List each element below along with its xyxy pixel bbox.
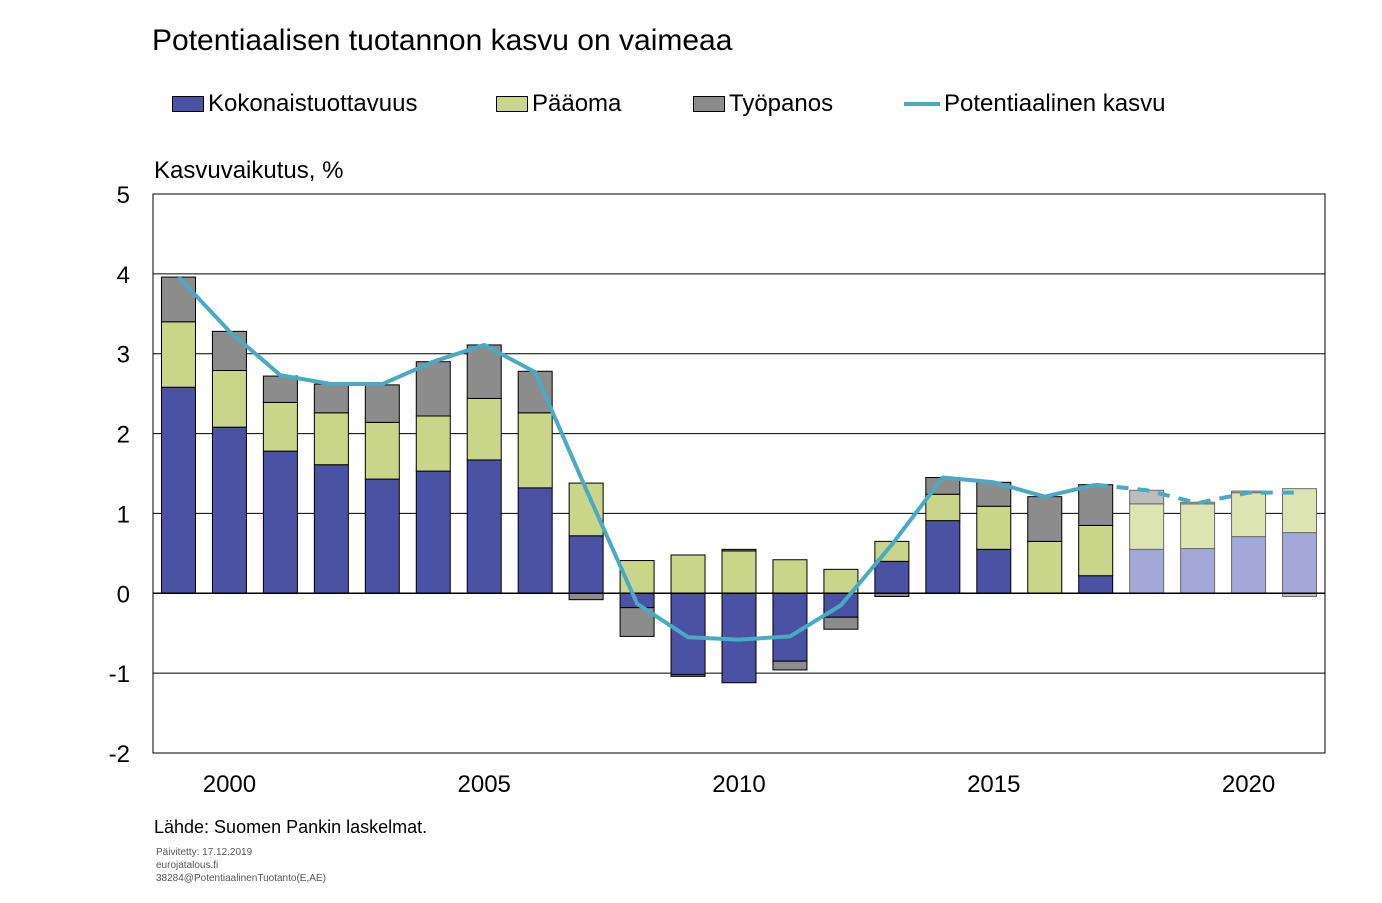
bar-paaoma — [1282, 488, 1318, 534]
bar-tyopanos — [1180, 501, 1216, 505]
y-tick-label: 4 — [117, 262, 130, 289]
y-tick-label: 1 — [117, 501, 130, 528]
legend-label-potentiaalinen-kasvu: Potentiaalinen kasvu — [944, 90, 1166, 117]
bar-kokonaistuottavuus — [1180, 548, 1216, 594]
bar-paaoma — [772, 559, 808, 594]
bar-paaoma — [262, 401, 298, 452]
bar-tyopanos — [1078, 484, 1114, 526]
bar-kokonaistuottavuus — [568, 535, 604, 594]
chart-title: Potentiaalisen tuotannon kasvu on vaimea… — [152, 24, 733, 57]
bar-tyopanos — [721, 548, 757, 552]
legend-swatch-kokonaistuottavuus — [172, 96, 204, 112]
bar-kokonaistuottavuus — [1078, 575, 1114, 594]
y-tick-label: -2 — [109, 741, 130, 768]
bar-kokonaistuottavuus — [262, 450, 298, 594]
bar-tyopanos — [823, 616, 859, 630]
bar-tyopanos — [670, 674, 706, 677]
bar-tyopanos — [160, 276, 196, 323]
bar-kokonaistuottavuus — [517, 487, 553, 594]
bar-kokonaistuottavuus — [313, 464, 349, 594]
bar-kokonaistuottavuus — [415, 470, 451, 594]
bar-kokonaistuottavuus — [1231, 536, 1267, 594]
bar-kokonaistuottavuus — [160, 386, 196, 594]
y-tick-label: -1 — [109, 661, 130, 688]
bar-tyopanos — [1027, 496, 1063, 542]
y-tick-label: 2 — [117, 422, 130, 449]
bar-kokonaistuottavuus — [874, 560, 910, 594]
bar-paaoma — [1180, 503, 1216, 550]
bar-kokonaistuottavuus — [364, 478, 400, 594]
bar-paaoma — [211, 369, 247, 428]
legend-item-tyopanos: Työpanos — [693, 90, 833, 118]
legend-label-paaoma: Pääoma — [532, 90, 622, 117]
bar-paaoma — [1231, 492, 1267, 538]
source-note: Lähde: Suomen Pankin laskelmat. — [154, 817, 428, 837]
legend-swatch-tyopanos — [693, 96, 725, 112]
bar-tyopanos — [466, 344, 502, 399]
x-tick-label: 2005 — [458, 771, 511, 798]
legend-label-tyopanos: Työpanos — [729, 90, 834, 117]
plot-frame — [152, 193, 1326, 754]
bar-paaoma — [721, 550, 757, 594]
bar-paaoma — [1129, 503, 1165, 550]
bar-tyopanos — [262, 375, 298, 403]
bar-paaoma — [364, 421, 400, 480]
updated-note: Päivitetty: 17.12.2019 — [156, 847, 253, 858]
bar-paaoma — [1078, 524, 1114, 577]
y-tick-label: 0 — [117, 581, 130, 608]
line-potentiaalinen-kasvu-forecast — [1095, 482, 1300, 506]
bar-paaoma — [160, 321, 196, 388]
bar-paaoma — [1027, 540, 1063, 594]
x-tick-label: 2020 — [1222, 771, 1275, 798]
y-axis-label: Kasvuvaikutus, % — [154, 157, 344, 184]
bar-kokonaistuottavuus — [1282, 532, 1318, 594]
bar-kokonaistuottavuus — [670, 592, 706, 676]
bar-paaoma — [925, 493, 961, 522]
x-tick-label: 2010 — [712, 771, 765, 798]
y-tick-label: 5 — [117, 182, 130, 209]
legend-label-kokonaistuottavuus: Kokonaistuottavuus — [208, 90, 418, 117]
code-note: 38284@PotentiaalinenTuotanto(E,AE) — [156, 873, 326, 884]
legend-item-potentiaalinen-kasvu: Potentiaalinen kasvu — [904, 90, 1165, 118]
bar-tyopanos — [211, 330, 247, 371]
bar-tyopanos — [415, 361, 451, 417]
bar-paaoma — [415, 415, 451, 472]
bar-paaoma — [670, 554, 706, 594]
x-tick-label: 2015 — [967, 771, 1020, 798]
bar-paaoma — [517, 412, 553, 489]
x-tick-label: 2000 — [203, 771, 256, 798]
legend-item-paaoma: Pääoma — [496, 90, 621, 118]
y-tick-label: 3 — [117, 342, 130, 369]
bar-paaoma — [466, 397, 502, 461]
legend-swatch-paaoma — [496, 96, 528, 112]
bar-tyopanos — [313, 383, 349, 414]
bar-kokonaistuottavuus — [466, 459, 502, 594]
bar-kokonaistuottavuus — [925, 520, 961, 594]
bar-tyopanos — [517, 370, 553, 414]
bar-kokonaistuottavuus — [211, 426, 247, 594]
bar-kokonaistuottavuus — [1129, 548, 1165, 594]
bar-tyopanos — [772, 660, 808, 671]
bar-tyopanos — [568, 592, 604, 601]
legend-item-kokonaistuottavuus: Kokonaistuottavuus — [172, 90, 417, 118]
site-note: eurojatalous.fi — [156, 860, 219, 871]
legend-line-potentiaalinen-kasvu — [904, 102, 940, 106]
bar-kokonaistuottavuus — [976, 548, 1012, 594]
bar-tyopanos — [364, 384, 400, 423]
bar-paaoma — [313, 412, 349, 466]
line-potentiaalinen-kasvu — [177, 275, 1097, 642]
bar-paaoma — [976, 505, 1012, 550]
